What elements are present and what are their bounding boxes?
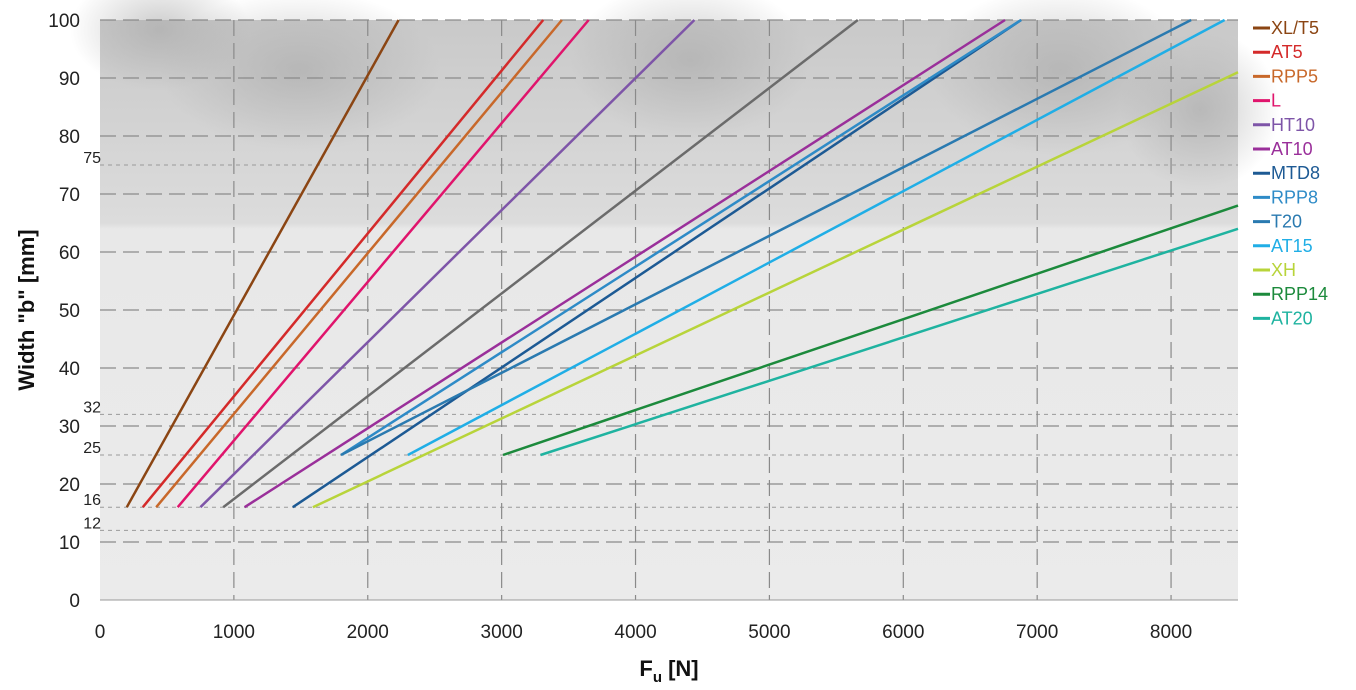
plot-background bbox=[70, 0, 1280, 600]
legend-label: RPP8 bbox=[1271, 187, 1318, 207]
legend-label: XL/T5 bbox=[1271, 18, 1319, 38]
y-axis-title: Width "b" [mm] bbox=[14, 229, 39, 390]
series-line bbox=[407, 18, 1226, 457]
legend: XL/T5 AT5 RPP5 L HT10 AT10 MTD8 RPP8 T20 AT15 XH RP… bbox=[1253, 18, 1328, 328]
y-tick-label: 90 bbox=[59, 69, 80, 90]
series-line bbox=[222, 19, 859, 509]
legend-label: AT10 bbox=[1271, 139, 1313, 159]
y-tick-label: 50 bbox=[59, 301, 80, 322]
x-axis-ticks: 0 1000 2000 3000 4000 5000 6000 7000 8000 bbox=[95, 622, 1192, 643]
series-line bbox=[540, 227, 1239, 457]
legend-label: AT15 bbox=[1271, 236, 1313, 256]
x-tick-label: 7000 bbox=[1016, 622, 1058, 643]
series-line bbox=[141, 19, 545, 508]
y-tick-label: 70 bbox=[59, 185, 80, 206]
series-line bbox=[502, 204, 1239, 457]
y-minor-tick-label: 32 bbox=[83, 399, 101, 416]
series-line bbox=[292, 18, 1022, 509]
x-axis-title-main: F bbox=[639, 656, 652, 681]
y-tick-label: 30 bbox=[59, 417, 80, 438]
x-tick-label: 8000 bbox=[1150, 622, 1192, 643]
y-minor-tick-label: 25 bbox=[83, 440, 101, 457]
legend-label: MTD8 bbox=[1271, 163, 1320, 183]
y-tick-label: 100 bbox=[48, 11, 80, 32]
x-tick-label: 6000 bbox=[882, 622, 924, 643]
legend-label: AT20 bbox=[1271, 308, 1313, 328]
x-tick-label: 2000 bbox=[347, 622, 389, 643]
y-tick-label: 60 bbox=[59, 243, 80, 264]
series-line bbox=[312, 71, 1239, 509]
legend-label: XH bbox=[1271, 260, 1296, 280]
y-tick-label: 0 bbox=[69, 591, 80, 612]
series-line bbox=[340, 18, 1022, 457]
series-line bbox=[199, 19, 696, 509]
x-axis-title-unit: [N] bbox=[662, 656, 699, 681]
x-axis-title: Fu [N] bbox=[639, 656, 698, 686]
x-tick-label: 4000 bbox=[614, 622, 656, 643]
legend-label: T20 bbox=[1271, 212, 1302, 232]
legend-label: RPP14 bbox=[1271, 284, 1328, 304]
series-line bbox=[125, 19, 400, 508]
y-tick-label: 80 bbox=[59, 127, 80, 148]
series-line bbox=[340, 18, 1192, 457]
y-minor-tick-label: 16 bbox=[83, 492, 101, 509]
x-axis-title-sub: u bbox=[653, 669, 662, 686]
x-tick-label: 1000 bbox=[213, 622, 255, 643]
series-lines bbox=[125, 18, 1239, 509]
x-tick-label: 5000 bbox=[748, 622, 790, 643]
y-tick-label: 40 bbox=[59, 359, 80, 380]
y-minor-tick-label: 75 bbox=[83, 150, 101, 167]
legend-label: L bbox=[1271, 91, 1281, 111]
series-line bbox=[155, 19, 563, 508]
x-tick-label: 3000 bbox=[481, 622, 523, 643]
y-tick-label: 20 bbox=[59, 475, 80, 496]
y-minor-tick-label: 12 bbox=[83, 515, 101, 532]
series-line bbox=[176, 19, 590, 509]
x-tick-label: 0 bbox=[95, 622, 106, 643]
legend-label: HT10 bbox=[1271, 115, 1315, 135]
series-line bbox=[243, 18, 1006, 509]
y-axis-ticks: 0 10 20 30 40 50 60 70 80 90 100 12 16 25 32 75 bbox=[48, 11, 101, 612]
legend-label: AT5 bbox=[1271, 42, 1303, 62]
legend-label: RPP5 bbox=[1271, 66, 1318, 86]
y-tick-label: 10 bbox=[59, 533, 80, 554]
